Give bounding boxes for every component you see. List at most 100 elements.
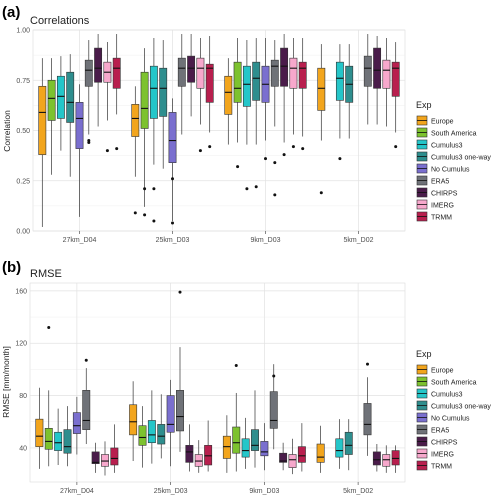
box-era5 [84, 40, 93, 135]
box-chirps [187, 34, 196, 117]
box-iqr [159, 67, 168, 117]
box-trmm [297, 423, 306, 472]
box-iqr [344, 431, 353, 455]
legend-item-trmm: TRMM [416, 460, 452, 471]
box-south-america [138, 406, 147, 468]
legend-label: South America [431, 380, 477, 387]
box-iqr [75, 102, 84, 149]
panel-b-boxes [35, 290, 400, 476]
legend-item-imerg: IMERG [416, 199, 454, 210]
y-tick-label: 80 [19, 393, 27, 400]
box-iqr [317, 67, 326, 111]
box-trmm [391, 445, 400, 473]
box-iqr [372, 451, 381, 466]
box-cumulus3 [56, 56, 65, 151]
panel-a: (a) Correlations 0.00 0.25 0.50 0.75 1.00 27… [2, 4, 491, 244]
outlier-point [143, 213, 147, 217]
panel-a-x-ticks: 27km_D04 25km_D03 9km_D03 5km_D02 [63, 231, 374, 244]
box-iqr [157, 424, 166, 445]
box-cumulus3 [147, 390, 156, 464]
legend-label: ERA5 [431, 428, 449, 435]
box-iqr [335, 61, 344, 101]
legend-label: TRMM [431, 464, 452, 471]
box-iqr [63, 429, 72, 454]
x-tick-label: 5km_D02 [343, 488, 373, 495]
box-chirps [279, 442, 288, 471]
box-europe [129, 381, 138, 462]
box-cumulus3 [242, 40, 251, 145]
outlier-point [143, 187, 147, 191]
box-iqr [187, 55, 196, 83]
box-europe [38, 58, 47, 227]
legend-item-chirps: CHIRPS [416, 436, 458, 447]
box-iqr [233, 61, 242, 103]
outlier-point [87, 139, 91, 143]
box-iqr [391, 450, 400, 466]
box-iqr [72, 412, 81, 434]
outlier-point [282, 153, 286, 157]
x-tick-label: 27km_D04 [63, 237, 97, 244]
outlier-point [234, 363, 238, 367]
box-iqr [241, 438, 250, 458]
outlier-point [245, 187, 249, 191]
box-iqr [82, 390, 91, 430]
legend-item-europe: Europe [416, 115, 454, 126]
outlier-point [264, 157, 267, 161]
box-imerg [196, 38, 205, 125]
box-era5 [270, 40, 279, 127]
box-iqr [279, 452, 288, 463]
x-tick-label: 5km_D02 [344, 237, 374, 244]
panel-a-label: (a) [2, 4, 20, 21]
box-iqr [297, 446, 306, 463]
legend-item-no-cumulus: No Cumulus [416, 412, 470, 423]
box-era5 [177, 34, 186, 135]
legend-item-imerg: IMERG [416, 448, 454, 459]
x-tick-label: 25km_D03 [156, 237, 190, 244]
outlier-point [273, 193, 277, 197]
legend-item-cumulus3-one-way: Cumulus3 one-way [416, 151, 491, 162]
y-tick-label: 0.75 [16, 78, 30, 85]
box-iqr [251, 429, 259, 451]
box-cumulus3-one-way [63, 406, 72, 467]
box-iqr [280, 47, 289, 87]
outlier-point [291, 145, 295, 149]
panel-a-boxes [38, 34, 400, 227]
box-south-america [44, 390, 53, 467]
box-iqr [204, 445, 213, 466]
box-cumulus3 [335, 44, 344, 139]
box-no-cumulus [168, 98, 177, 221]
legend-label: IMERG [431, 452, 454, 459]
legend-item-era5: ERA5 [416, 424, 449, 435]
box-europe [222, 415, 231, 473]
box-iqr [196, 57, 205, 89]
outlier-point [394, 145, 398, 149]
box-iqr [252, 61, 261, 101]
box-iqr [44, 428, 53, 450]
legend-label: Cumulus3 [431, 392, 463, 399]
box-iqr [194, 454, 203, 467]
panel-b-legend: Exp Europe South America Cumulus3 Cumulus3 … [416, 349, 491, 471]
box-iqr [242, 65, 251, 107]
box-era5 [176, 347, 184, 452]
box-trmm [205, 36, 214, 133]
box-imerg [288, 438, 297, 475]
box-europe [35, 387, 44, 469]
box-no-cumulus [261, 38, 270, 141]
box-iqr [66, 71, 75, 123]
legend-item-cumulus3-one-way: Cumulus3 one-way [416, 400, 491, 411]
box-iqr [363, 403, 372, 436]
box-chirps [94, 34, 103, 127]
box-era5 [363, 34, 372, 125]
box-trmm [112, 34, 121, 115]
y-tick-label: 40 [19, 445, 27, 452]
outlier-point [319, 191, 323, 195]
box-iqr [335, 438, 344, 458]
box-iqr [38, 85, 47, 155]
outlier-point [152, 219, 156, 223]
legend-label: Cumulus3 one-way [431, 155, 491, 162]
box-iqr [185, 445, 194, 463]
outlier-point [338, 157, 342, 161]
box-iqr [131, 104, 140, 137]
x-tick-label: 25km_D03 [154, 488, 188, 495]
box-iqr [47, 79, 56, 121]
